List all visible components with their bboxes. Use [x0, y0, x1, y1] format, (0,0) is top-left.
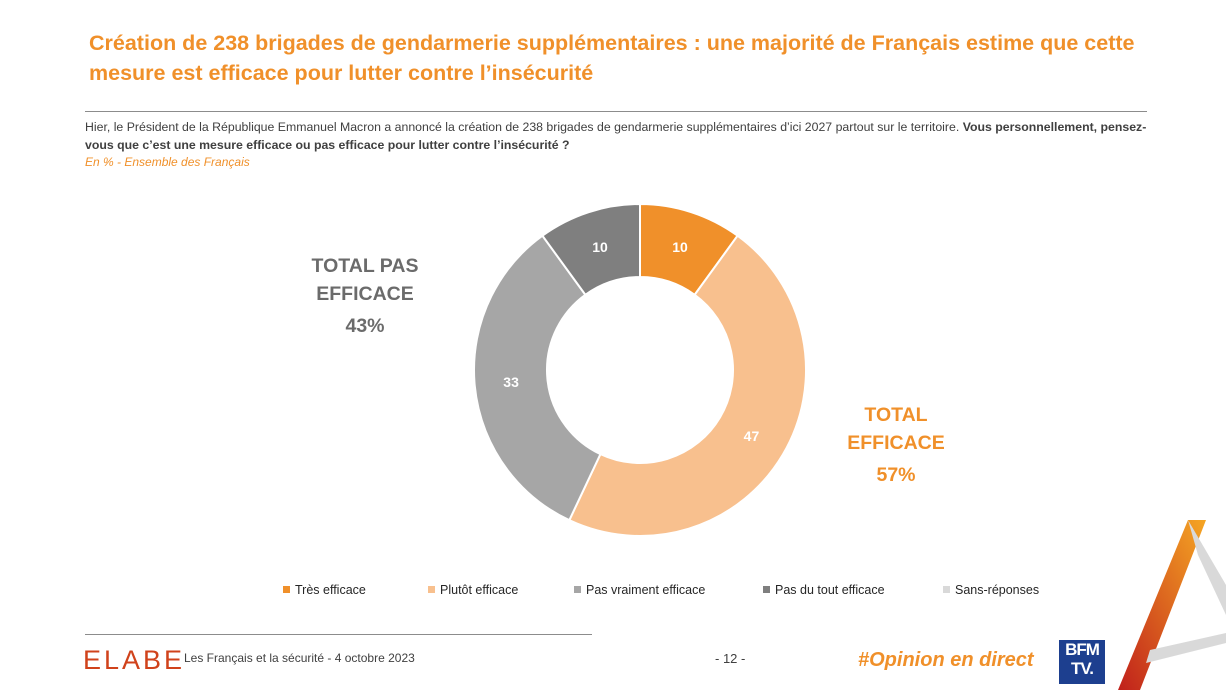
- legend-item-sans-reponses: Sans-réponses: [943, 583, 1039, 597]
- legend-item-plutot-efficace: Plutôt efficace: [428, 583, 518, 597]
- total-neg-value: 43%: [345, 315, 385, 337]
- legend-swatch: [283, 586, 290, 593]
- legend-swatch: [943, 586, 950, 593]
- elabe-logo: ELABE: [83, 645, 186, 675]
- legend-label: Sans-réponses: [955, 583, 1040, 597]
- decorative-a-logo: [1118, 520, 1226, 690]
- legend-label: Très efficace: [295, 583, 366, 597]
- donut-value-label: 33: [503, 374, 519, 390]
- hashtag: #Opinion en direct: [858, 649, 1034, 671]
- total-pos-label-2: EFFICACE: [847, 432, 945, 454]
- donut-value-label: 10: [672, 239, 688, 255]
- total-pas-efficace: TOTAL PAS EFFICACE 43%: [290, 252, 440, 340]
- legend-item-pas-vraiment-efficace: Pas vraiment efficace: [574, 583, 705, 597]
- legend-item-pas-du-tout-efficace: Pas du tout efficace: [763, 583, 885, 597]
- donut-slice-pas-du-tout-efficace: [541, 202, 641, 297]
- donut-value-label: 10: [592, 239, 608, 255]
- footer-divider: [85, 634, 592, 635]
- total-neg-label-2: EFFICACE: [316, 283, 414, 305]
- slide-title: Création de 238 brigades de gendarmerie …: [89, 31, 1135, 85]
- donut-slice-plutot-efficace: [567, 234, 807, 537]
- question-context: Hier, le Président de la République Emma…: [85, 120, 960, 134]
- legend-label: Pas du tout efficace: [775, 583, 885, 597]
- question-text: Hier, le Président de la République Emma…: [85, 118, 1160, 154]
- legend-label: Plutôt efficace: [440, 583, 519, 597]
- bfm-line1: BFM: [1065, 640, 1100, 659]
- donut-value-label: 47: [744, 428, 760, 444]
- total-efficace: TOTAL EFFICACE 57%: [832, 401, 960, 489]
- page-number: - 12 -: [715, 651, 746, 666]
- total-neg-label-1: TOTAL PAS: [311, 255, 419, 277]
- chart-subtitle: En % - Ensemble des Français: [85, 155, 250, 169]
- legend-label: Pas vraiment efficace: [586, 583, 706, 597]
- question-bold: Vous personnellement, pensez-vous que c’…: [85, 120, 1147, 152]
- legend-swatch: [763, 586, 770, 593]
- donut-slice-pas-vraiment-efficace: [473, 234, 602, 522]
- legend-item-tres-efficace: Très efficace: [283, 583, 366, 597]
- chart-legend: Très efficace Plutôt efficace Pas vraime…: [283, 583, 1083, 601]
- header-divider: [85, 111, 1147, 112]
- total-pos-value: 57%: [876, 464, 916, 486]
- bfmtv-logo: BFM TV.: [1059, 640, 1105, 684]
- bfm-line2: TV.: [1071, 659, 1094, 678]
- legend-swatch: [574, 586, 581, 593]
- footer-study: Les Français et la sécurité - 4 octobre …: [184, 651, 415, 665]
- legend-swatch: [428, 586, 435, 593]
- total-pos-label-1: TOTAL: [864, 404, 928, 426]
